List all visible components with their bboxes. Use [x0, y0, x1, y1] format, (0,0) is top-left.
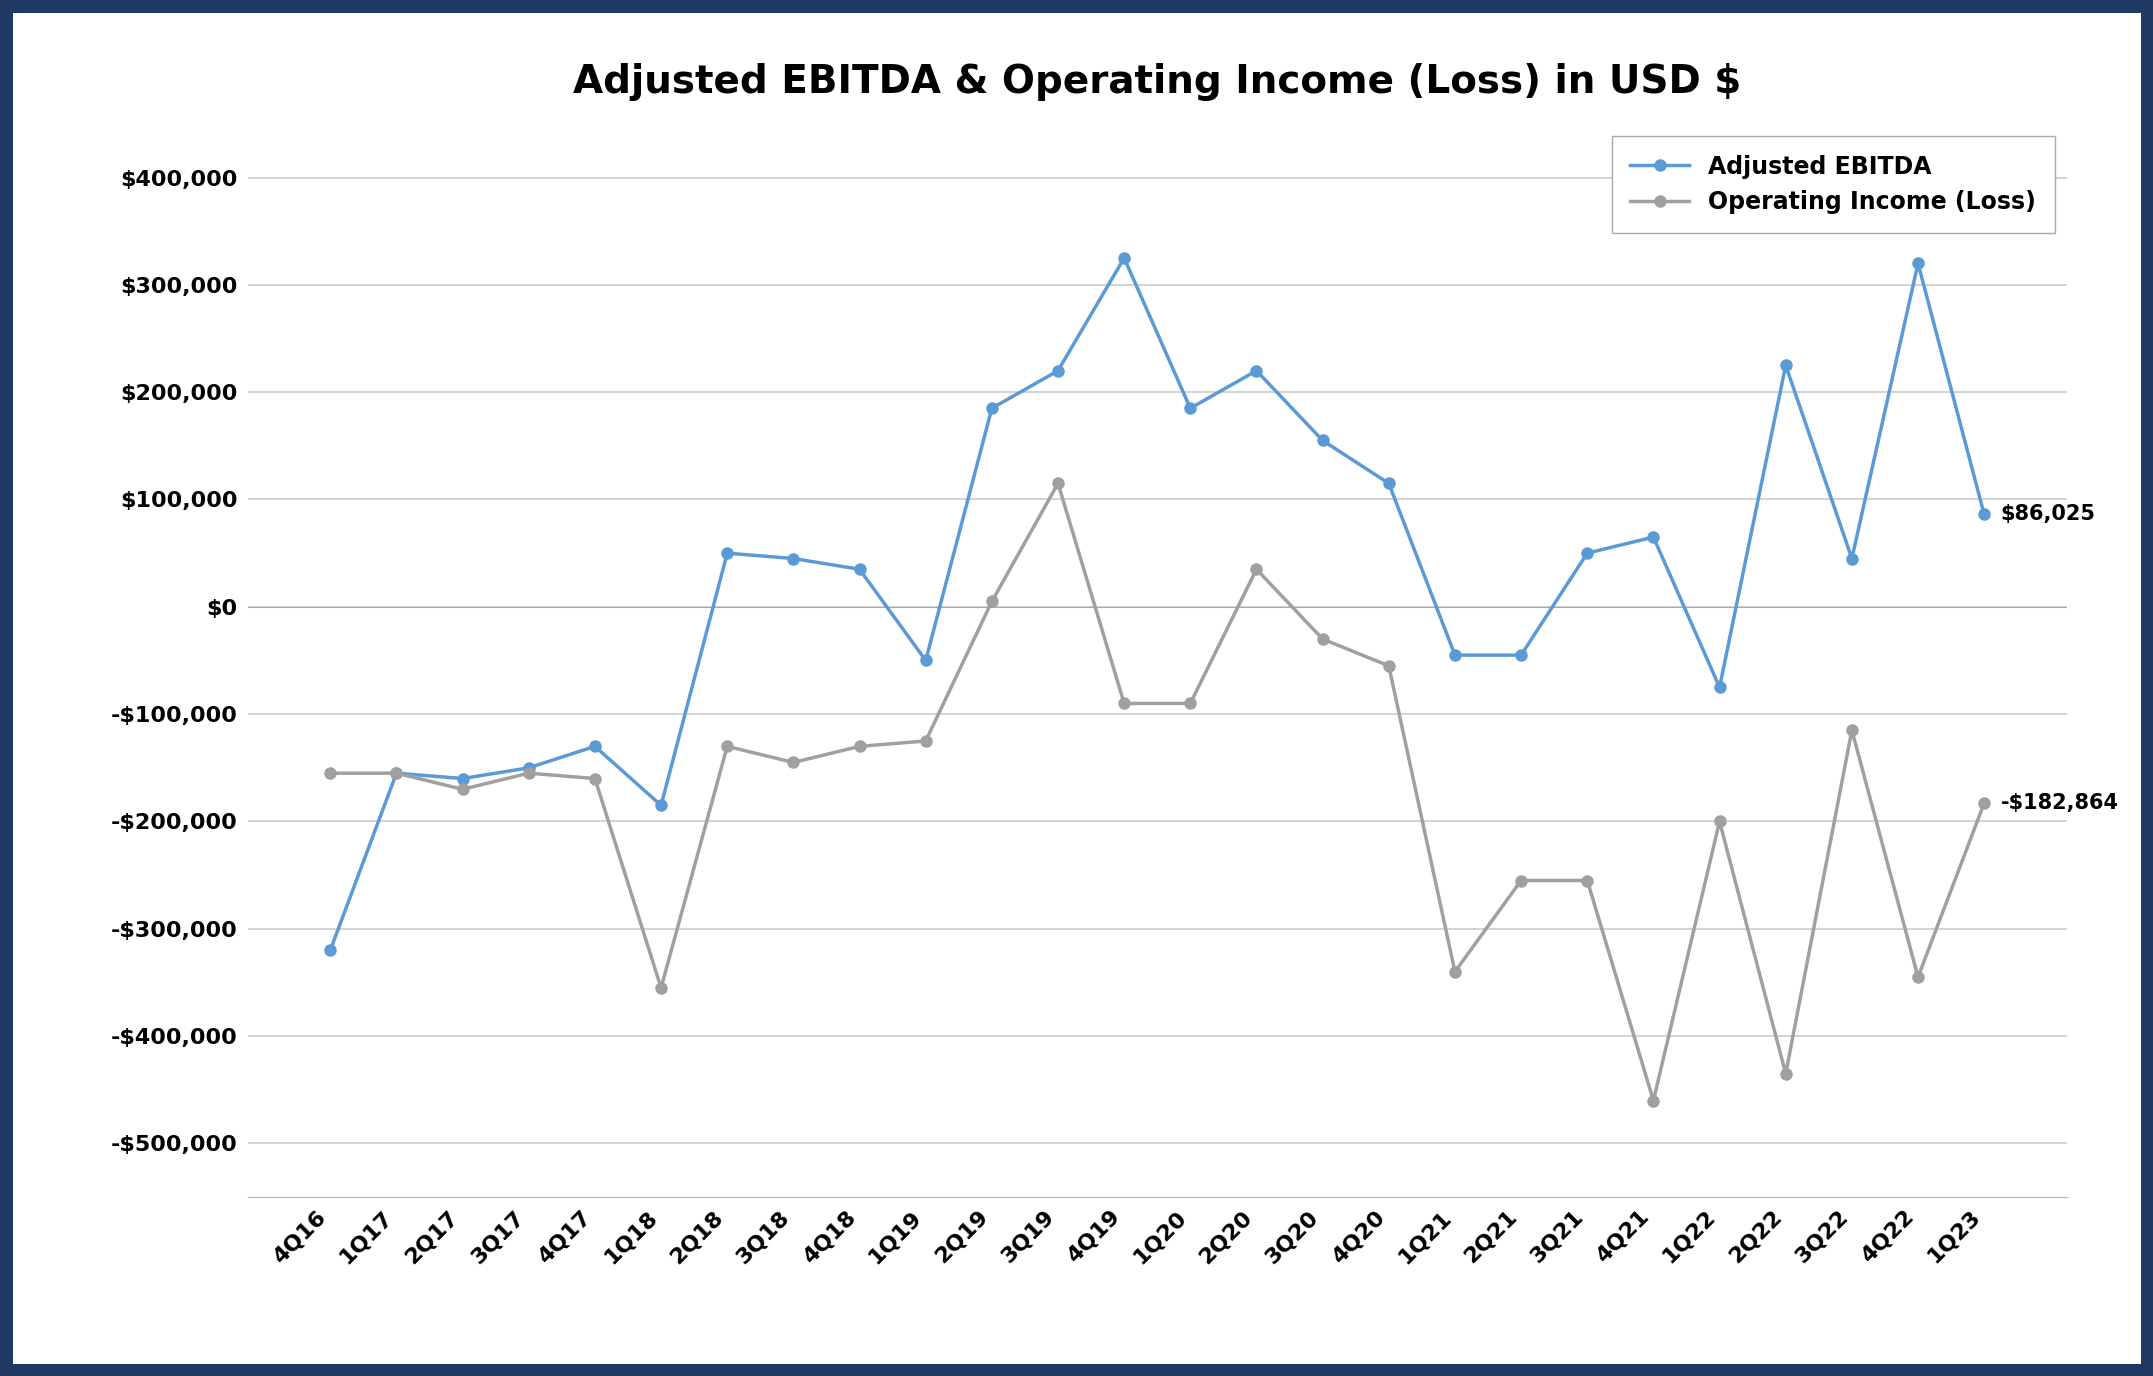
Operating Income (Loss)	[1044, 475, 1070, 491]
Operating Income (Loss)	[1507, 872, 1533, 889]
Operating Income (Loss)	[383, 765, 409, 782]
Operating Income (Loss)	[1111, 695, 1137, 711]
Operating Income (Loss)	[517, 765, 543, 782]
Adjusted EBITDA	[1972, 506, 1998, 523]
Operating Income (Loss)	[648, 980, 674, 996]
Legend: Adjusted EBITDA, Operating Income (Loss): Adjusted EBITDA, Operating Income (Loss)	[1610, 136, 2056, 233]
Adjusted EBITDA	[1905, 255, 1931, 271]
Operating Income (Loss)	[450, 782, 476, 798]
Operating Income (Loss)	[1972, 795, 1998, 812]
Operating Income (Loss)	[913, 732, 939, 749]
Adjusted EBITDA	[1178, 400, 1204, 417]
Operating Income (Loss)	[1905, 969, 1931, 985]
Operating Income (Loss)	[1641, 1093, 1666, 1109]
Operating Income (Loss)	[1376, 658, 1402, 674]
Adjusted EBITDA	[1309, 432, 1335, 449]
Line: Operating Income (Loss): Operating Income (Loss)	[325, 477, 1989, 1106]
Adjusted EBITDA	[1244, 362, 1270, 378]
Adjusted EBITDA	[913, 652, 939, 669]
Operating Income (Loss)	[846, 738, 872, 754]
Adjusted EBITDA	[648, 797, 674, 813]
Adjusted EBITDA	[517, 760, 543, 776]
Adjusted EBITDA	[1839, 550, 1864, 567]
Operating Income (Loss)	[779, 754, 805, 771]
Operating Income (Loss)	[1772, 1065, 1798, 1082]
Adjusted EBITDA	[1641, 528, 1666, 545]
Adjusted EBITDA	[383, 765, 409, 782]
Adjusted EBITDA	[1376, 475, 1402, 491]
Operating Income (Loss)	[980, 593, 1005, 610]
Adjusted EBITDA	[1443, 647, 1468, 663]
Adjusted EBITDA	[316, 943, 342, 959]
Operating Income (Loss)	[316, 765, 342, 782]
Adjusted EBITDA	[846, 561, 872, 578]
Operating Income (Loss)	[1839, 722, 1864, 739]
Operating Income (Loss)	[581, 771, 607, 787]
Adjusted EBITDA	[1772, 356, 1798, 373]
Operating Income (Loss)	[1244, 561, 1270, 578]
Text: $86,025: $86,025	[2000, 505, 2095, 524]
Title: Adjusted EBITDA & Operating Income (Loss) in USD $: Adjusted EBITDA & Operating Income (Loss…	[573, 63, 1742, 102]
Adjusted EBITDA	[1111, 249, 1137, 266]
Adjusted EBITDA	[1707, 678, 1733, 695]
Adjusted EBITDA	[1044, 362, 1070, 378]
Adjusted EBITDA	[980, 400, 1005, 417]
Operating Income (Loss)	[1443, 963, 1468, 980]
Operating Income (Loss)	[1178, 695, 1204, 711]
Adjusted EBITDA	[779, 550, 805, 567]
Operating Income (Loss)	[1309, 630, 1335, 647]
Adjusted EBITDA	[450, 771, 476, 787]
Operating Income (Loss)	[1574, 872, 1600, 889]
Operating Income (Loss)	[715, 738, 741, 754]
Line: Adjusted EBITDA: Adjusted EBITDA	[325, 252, 1989, 956]
Adjusted EBITDA	[1574, 545, 1600, 561]
Adjusted EBITDA	[581, 738, 607, 754]
Adjusted EBITDA	[1507, 647, 1533, 663]
Operating Income (Loss)	[1707, 813, 1733, 830]
Adjusted EBITDA	[715, 545, 741, 561]
Text: -$182,864: -$182,864	[2000, 793, 2119, 813]
